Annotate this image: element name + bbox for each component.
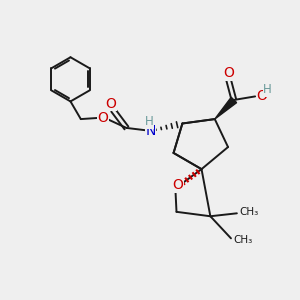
Text: N: N [146, 124, 156, 138]
Text: CH₃: CH₃ [233, 235, 253, 244]
Text: O: O [256, 89, 268, 103]
Text: O: O [98, 111, 108, 124]
Text: O: O [223, 66, 234, 80]
Polygon shape [215, 97, 237, 119]
Text: CH₃: CH₃ [239, 207, 259, 217]
Text: O: O [106, 97, 117, 111]
Text: H: H [263, 83, 272, 96]
Text: O: O [172, 178, 183, 192]
Text: H: H [145, 115, 154, 128]
